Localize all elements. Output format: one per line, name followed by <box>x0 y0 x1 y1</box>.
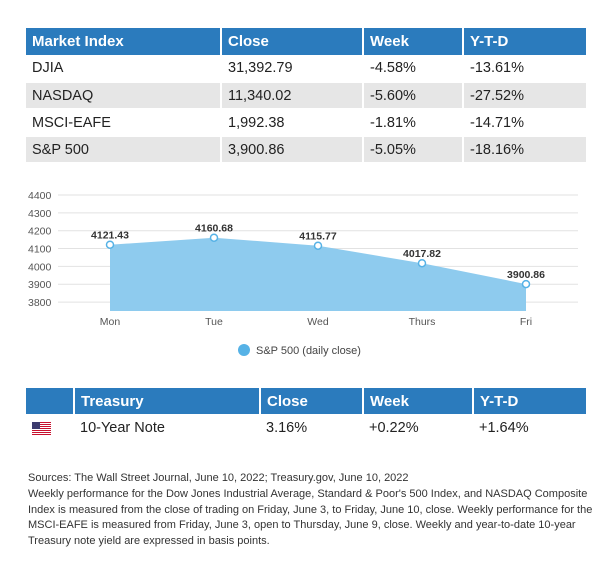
footnotes: Sources: The Wall Street Journal, June 1… <box>28 471 593 550</box>
methodology-note: Weekly performance for the Dow Jones Ind… <box>28 487 593 548</box>
index-ytd: -14.71% <box>463 109 586 137</box>
header-week: Week <box>363 28 464 55</box>
data-label: 3900.86 <box>507 269 545 281</box>
header-flag <box>26 388 75 414</box>
index-close: 31,392.79 <box>221 55 364 83</box>
y-tick-label: 4300 <box>28 208 52 220</box>
index-close: 3,900.86 <box>221 136 364 164</box>
data-point <box>105 240 115 249</box>
data-label: 4160.68 <box>195 223 233 235</box>
sp500-daily-close-chart: 3800 3900 4000 4100 4200 4300 4400 4121.43 4160.… <box>28 190 578 357</box>
header-close: Close <box>260 388 364 414</box>
index-close: 1,992.38 <box>221 109 364 137</box>
data-point <box>209 233 219 242</box>
data-label: 4115.77 <box>299 231 337 243</box>
data-point <box>313 241 323 250</box>
table-row: MSCI-EAFE 1,992.38 -1.81% -14.71% <box>26 109 586 137</box>
index-name: NASDAQ <box>26 82 222 110</box>
header-close: Close <box>221 28 364 55</box>
data-label: 4121.43 <box>91 230 129 242</box>
header-market-index: Market Index <box>26 28 222 55</box>
data-label: 4017.82 <box>403 248 441 260</box>
x-tick-label: Thurs <box>409 316 436 328</box>
treasury-close: 3.16% <box>260 414 363 442</box>
flag-cell <box>26 414 74 442</box>
header-treasury: Treasury <box>74 388 261 414</box>
x-tick-label: Fri <box>520 316 532 328</box>
index-ytd: -27.52% <box>463 82 586 110</box>
table-row: 10-Year Note 3.16% +0.22% +1.64% <box>26 414 586 442</box>
sources-note: Sources: The Wall Street Journal, June 1… <box>28 472 409 484</box>
y-tick-label: 3900 <box>28 279 52 291</box>
data-point <box>521 279 531 289</box>
index-week: -5.60% <box>363 82 464 110</box>
index-close: 11,340.02 <box>221 82 364 110</box>
index-ytd: -13.61% <box>463 55 586 83</box>
y-tick-label: 4000 <box>28 261 52 273</box>
legend-marker <box>238 344 250 356</box>
market-table-header: Market Index Close Week Y-T-D <box>26 28 586 55</box>
area-series-sp500 <box>110 237 526 311</box>
index-name: S&P 500 <box>26 136 222 164</box>
market-index-table: Market Index Close Week Y-T-D DJIA 31,39… <box>26 28 586 164</box>
table-row: S&P 500 3,900.86 -5.05% -18.16% <box>26 136 586 164</box>
data-point <box>417 258 427 268</box>
index-week: -5.05% <box>363 136 464 164</box>
table-row: DJIA 31,392.79 -4.58% -13.61% <box>26 55 586 83</box>
treasury-table: Treasury Close Week Y-T-D 10- <box>26 388 586 442</box>
header-week: Week <box>363 388 474 414</box>
y-tick-label: 4400 <box>28 190 52 202</box>
index-ytd: -18.16% <box>463 136 586 164</box>
index-week: -4.58% <box>363 55 464 83</box>
treasury-week: +0.22% <box>363 414 473 442</box>
treasury-name: 10-Year Note <box>74 414 260 442</box>
x-tick-label: Mon <box>100 316 121 328</box>
y-tick-label: 4200 <box>28 226 52 238</box>
header-ytd: Y-T-D <box>473 388 586 414</box>
x-tick-label: Wed <box>307 316 329 328</box>
legend-label: S&P 500 (daily close) <box>256 345 361 357</box>
treasury-ytd: +1.64% <box>473 414 586 442</box>
y-tick-label: 3800 <box>28 297 52 309</box>
index-name: MSCI-EAFE <box>26 109 222 137</box>
header-ytd: Y-T-D <box>463 28 586 55</box>
y-tick-label: 4100 <box>28 244 52 256</box>
index-name: DJIA <box>26 55 222 83</box>
treasury-table-header: Treasury Close Week Y-T-D <box>26 388 586 414</box>
table-row: NASDAQ 11,340.02 -5.60% -27.52% <box>26 82 586 110</box>
us-flag-icon <box>32 421 51 435</box>
index-week: -1.81% <box>363 109 464 137</box>
x-tick-label: Tue <box>205 316 223 328</box>
